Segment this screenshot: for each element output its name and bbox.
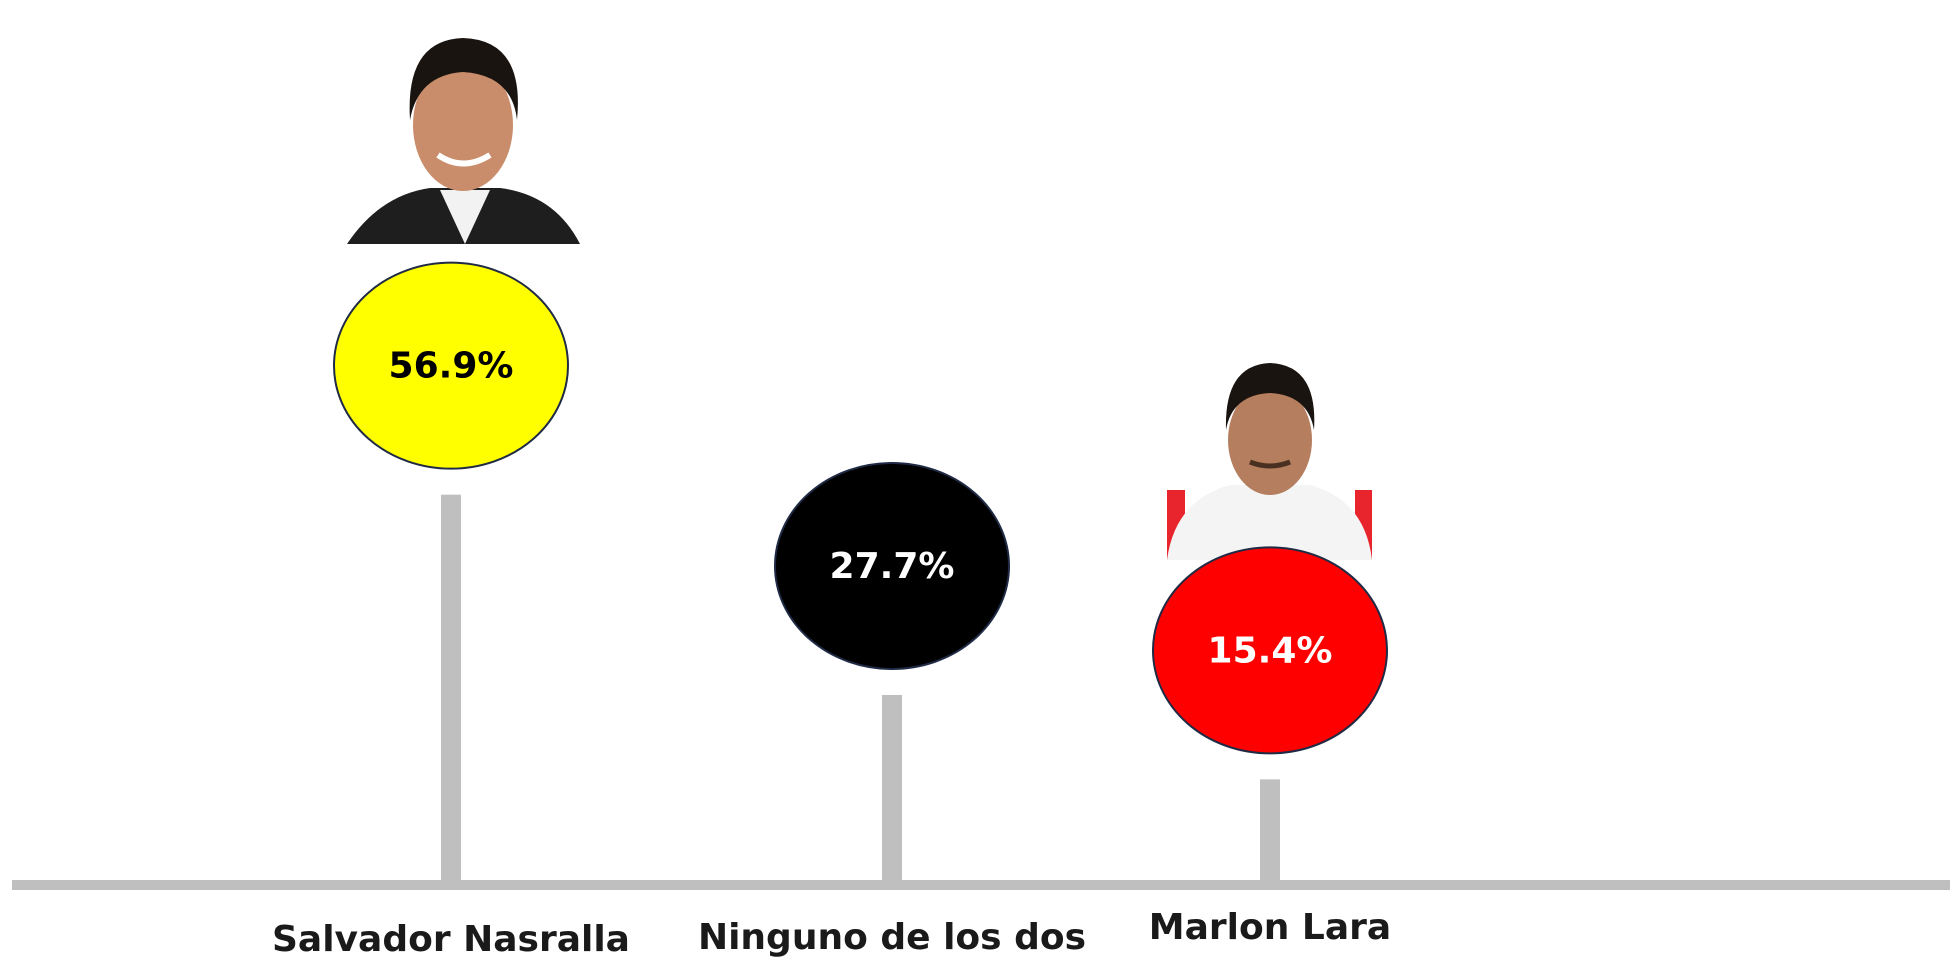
baseline — [12, 880, 1950, 890]
value-label: 15.4% — [1208, 630, 1333, 671]
value-bubble — [774, 461, 1010, 670]
candidate-photo — [1167, 359, 1372, 560]
value-bubble — [333, 261, 569, 470]
stem — [441, 494, 461, 885]
stem — [882, 694, 902, 885]
category-label: Salvador Nasralla — [272, 919, 630, 960]
value-label: 27.7% — [830, 546, 955, 587]
category-label: Ninguno de los dos — [698, 917, 1086, 958]
value-bubble — [1152, 546, 1388, 755]
candidate-photo — [347, 10, 580, 244]
value-label: 56.9% — [389, 346, 514, 387]
stem — [1260, 779, 1280, 885]
category-label: Marlon Lara — [1149, 907, 1391, 948]
